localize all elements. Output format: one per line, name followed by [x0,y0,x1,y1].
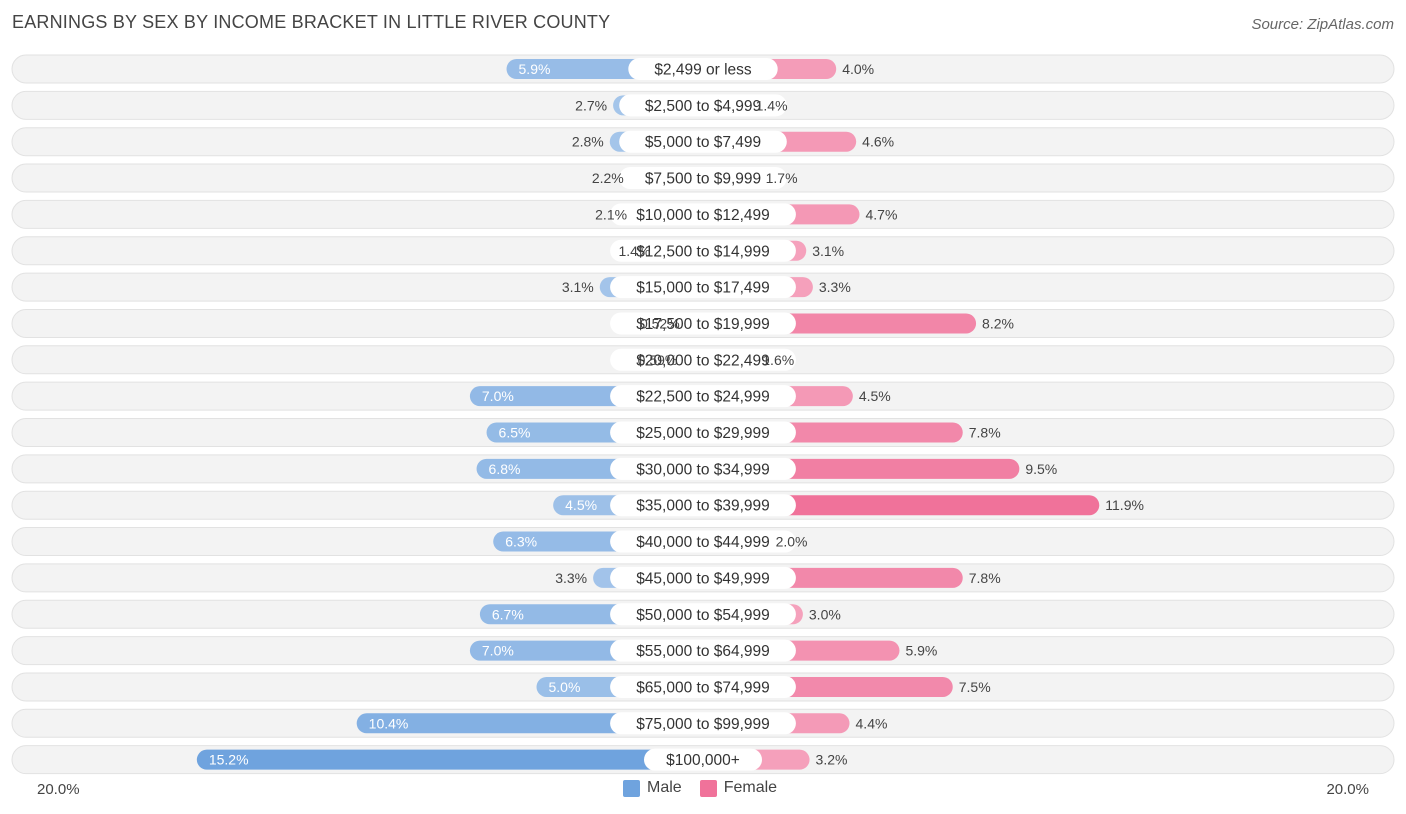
female-value-label: 1.6% [762,352,794,368]
legend-label-male: Male [647,779,682,796]
category-label-pill [610,639,796,662]
female-value-label: 4.5% [859,388,891,404]
category-label-pill [619,130,787,153]
legend-item-female: Female [699,779,778,797]
female-value-label: 1.4% [756,97,788,113]
male-value-label: 5.9% [519,61,551,77]
category-label: $12,500 to $14,999 [636,243,770,260]
male-bar [196,749,703,770]
male-value-label: 5.0% [549,679,581,695]
category-label-pill [610,203,796,226]
category-label: $2,500 to $4,999 [645,98,761,115]
category-label: $2,499 or less [654,62,752,79]
male-value-label: 2.8% [572,134,604,150]
category-label-pill [610,603,796,626]
category-label: $17,500 to $19,999 [636,316,770,333]
male-value-label: 1.4% [618,243,650,259]
male-value-label: 10.4% [369,715,409,731]
female-value-label: 9.5% [1025,461,1057,477]
female-value-label: 3.2% [816,752,848,768]
female-value-label: 4.7% [866,206,898,222]
axis-right-label: 20.0% [1326,781,1369,798]
male-value-label: 0.52% [640,315,680,331]
category-label-pill [610,348,796,371]
category-label: $22,500 to $24,999 [636,389,770,406]
female-value-label: 7.8% [969,570,1001,586]
male-value-label: 15.2% [209,752,249,768]
category-label: $75,000 to $99,999 [636,716,770,733]
female-value-label: 4.4% [856,715,888,731]
female-value-label: 1.7% [766,170,798,186]
category-label-pill [610,312,796,335]
male-value-label: 3.1% [562,279,594,295]
category-label: $20,000 to $22,499 [636,352,770,369]
category-label-pill [619,167,787,190]
chart-title: EARNINGS BY SEX BY INCOME BRACKET IN LIT… [12,12,611,32]
female-value-label: 3.0% [809,606,841,622]
female-value-label: 5.9% [905,643,937,659]
male-value-label: 6.8% [489,461,521,477]
male-value-label: 6.7% [492,606,524,622]
category-label: $35,000 to $39,999 [636,498,770,515]
female-value-label: 4.0% [842,61,874,77]
category-label: $10,000 to $12,499 [636,207,770,224]
legend-label-female: Female [723,779,778,796]
category-label: $30,000 to $34,999 [636,461,770,478]
category-label: $45,000 to $49,999 [636,570,770,587]
male-value-label: 0.59% [638,352,678,368]
female-value-label: 11.9% [1105,497,1144,513]
female-value-label: 7.5% [959,679,991,695]
category-label-pill [610,421,796,444]
category-label-pill [610,494,796,517]
female-value-label: 4.6% [862,134,894,150]
female-bar [703,495,1100,516]
male-value-label: 6.3% [505,534,537,550]
male-value-label: 3.3% [555,570,587,586]
male-value-label: 2.1% [595,206,627,222]
category-label: $55,000 to $64,999 [636,643,770,660]
category-label-pill [610,712,796,735]
category-label: $40,000 to $44,999 [636,534,770,551]
axis-left-label: 20.0% [37,781,80,798]
legend: Male Female [623,779,795,797]
female-value-label: 3.3% [819,279,851,295]
category-label-pill [610,566,796,589]
female-value-label: 7.8% [969,425,1001,441]
category-label: $50,000 to $54,999 [636,607,770,624]
category-label-pill [619,94,787,117]
category-label-pill [610,457,796,480]
male-value-label: 4.5% [565,497,597,513]
category-label-pill [644,748,762,771]
category-label-pill [610,385,796,408]
category-label: $65,000 to $74,999 [636,679,770,696]
legend-swatch-male [623,779,640,797]
female-value-label: 2.0% [776,534,808,550]
chart-source: Source: ZipAtlas.com [1251,16,1394,33]
male-value-label: 7.0% [482,388,514,404]
category-label-pill [610,276,796,299]
legend-item-male: Male [623,779,682,797]
category-label: $25,000 to $29,999 [636,425,770,442]
category-label: $7,500 to $9,999 [645,171,761,188]
male-value-label: 6.5% [499,425,531,441]
category-label-pill [628,58,778,80]
male-value-label: 2.2% [592,170,624,186]
category-label-pill [610,675,796,698]
category-label: $5,000 to $7,499 [645,134,761,151]
category-label: $100,000+ [666,752,740,769]
male-value-label: 2.7% [575,97,607,113]
category-label-pill [610,239,796,262]
female-value-label: 8.2% [982,315,1014,331]
category-label-pill [610,530,796,553]
female-value-label: 3.1% [812,243,844,259]
male-value-label: 7.0% [482,643,514,659]
legend-swatch-female [699,779,717,797]
category-label: $15,000 to $17,499 [636,280,770,297]
